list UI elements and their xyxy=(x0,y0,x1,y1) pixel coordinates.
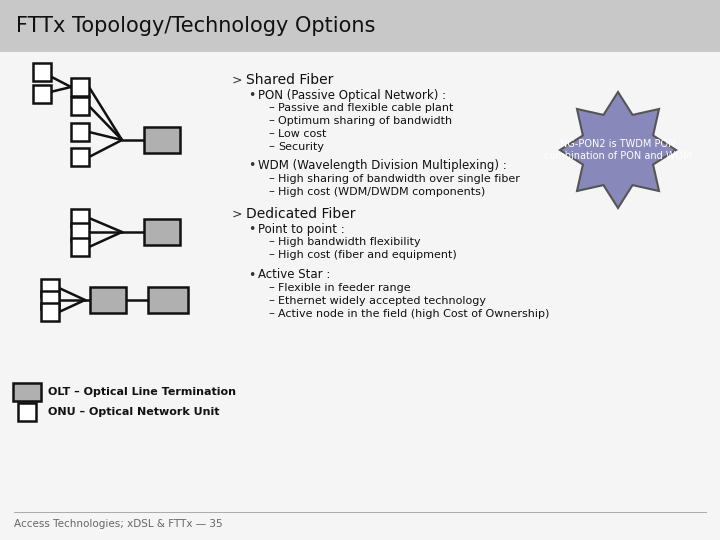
Polygon shape xyxy=(560,92,676,208)
Text: Flexible in feeder range: Flexible in feeder range xyxy=(278,283,410,293)
Bar xyxy=(41,303,59,321)
Text: –: – xyxy=(268,127,274,140)
Text: –: – xyxy=(268,140,274,153)
Text: –: – xyxy=(268,281,274,294)
Text: –: – xyxy=(268,102,274,114)
Text: Low cost: Low cost xyxy=(278,129,326,139)
Text: –: – xyxy=(268,307,274,321)
Bar xyxy=(148,287,188,313)
Text: Point to point :: Point to point : xyxy=(258,222,345,235)
Bar xyxy=(33,63,51,81)
Text: NG-PON2 is TWDM PON
combination of PON and WDM: NG-PON2 is TWDM PON combination of PON a… xyxy=(544,139,692,161)
Text: High sharing of bandwidth over single fiber: High sharing of bandwidth over single fi… xyxy=(278,174,520,184)
Bar xyxy=(33,85,51,103)
Text: Access Technologies; xDSL & FTTx — 35: Access Technologies; xDSL & FTTx — 35 xyxy=(14,519,222,529)
Text: ONU – Optical Network Unit: ONU – Optical Network Unit xyxy=(48,407,220,417)
Bar xyxy=(90,287,126,313)
Bar xyxy=(41,291,59,309)
Bar xyxy=(144,127,180,153)
Text: •: • xyxy=(248,268,256,281)
Text: >: > xyxy=(232,207,243,220)
Bar xyxy=(144,219,180,245)
Text: Optimum sharing of bandwidth: Optimum sharing of bandwidth xyxy=(278,116,452,126)
Text: High cost (fiber and equipment): High cost (fiber and equipment) xyxy=(278,250,456,260)
Text: High cost (WDM/DWDM components): High cost (WDM/DWDM components) xyxy=(278,187,485,197)
Bar xyxy=(71,223,89,241)
Bar xyxy=(71,97,89,115)
Bar xyxy=(41,279,59,297)
Text: PON (Passive Optical Network) :: PON (Passive Optical Network) : xyxy=(258,89,446,102)
Text: •: • xyxy=(248,89,256,102)
Text: Ethernet widely accepted technology: Ethernet widely accepted technology xyxy=(278,296,486,306)
Text: –: – xyxy=(268,114,274,127)
Text: Active node in the field (high Cost of Ownership): Active node in the field (high Cost of O… xyxy=(278,309,549,319)
Bar xyxy=(71,148,89,166)
Text: Passive and flexible cable plant: Passive and flexible cable plant xyxy=(278,103,454,113)
Text: •: • xyxy=(248,222,256,235)
Text: Dedicated Fiber: Dedicated Fiber xyxy=(246,207,356,221)
Text: –: – xyxy=(268,248,274,261)
Bar xyxy=(71,123,89,141)
Text: WDM (Wavelength Division Multiplexing) :: WDM (Wavelength Division Multiplexing) : xyxy=(258,159,507,172)
Text: –: – xyxy=(268,235,274,248)
Bar xyxy=(71,209,89,227)
Bar xyxy=(13,383,41,401)
Bar xyxy=(71,238,89,256)
Bar xyxy=(71,78,89,96)
Text: –: – xyxy=(268,186,274,199)
Bar xyxy=(18,403,36,421)
Text: •: • xyxy=(248,159,256,172)
Text: OLT – Optical Line Termination: OLT – Optical Line Termination xyxy=(48,387,236,397)
Text: High bandwidth flexibility: High bandwidth flexibility xyxy=(278,237,420,247)
Text: Active Star :: Active Star : xyxy=(258,268,330,281)
Text: Security: Security xyxy=(278,142,324,152)
Text: –: – xyxy=(268,172,274,186)
Text: >: > xyxy=(232,73,243,86)
Bar xyxy=(0,0,720,52)
Text: –: – xyxy=(268,294,274,307)
Text: FTTx Topology/Technology Options: FTTx Topology/Technology Options xyxy=(16,16,375,36)
Text: Shared Fiber: Shared Fiber xyxy=(246,73,333,87)
